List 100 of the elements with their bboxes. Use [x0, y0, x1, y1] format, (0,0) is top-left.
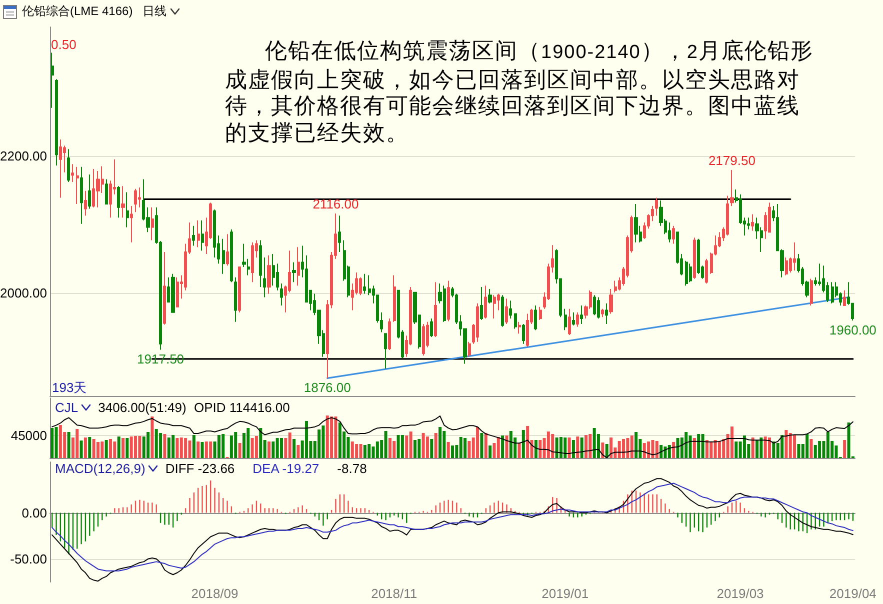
bar — [430, 439, 434, 458]
annotation: 193天 — [52, 379, 87, 397]
bar — [847, 422, 850, 458]
candlestick — [568, 308, 571, 336]
bar — [701, 434, 704, 458]
bar — [546, 432, 550, 458]
candlestick — [171, 273, 175, 313]
candlestick — [655, 197, 658, 216]
bar — [334, 416, 338, 458]
candlestick — [468, 341, 471, 358]
annotation: 2179.50 — [708, 153, 756, 168]
candlestick — [597, 296, 600, 319]
candlestick — [151, 206, 154, 241]
bar — [442, 431, 446, 458]
candlestick — [572, 312, 575, 326]
text: OPID 114416.00 — [194, 400, 290, 415]
bar — [246, 428, 250, 458]
bar — [814, 445, 817, 458]
bar — [660, 445, 663, 458]
bar — [217, 435, 220, 458]
bar — [843, 440, 846, 458]
bar — [618, 441, 621, 458]
candlestick — [522, 323, 525, 344]
bar — [318, 430, 321, 458]
bar — [58, 425, 62, 458]
bar — [405, 436, 408, 458]
candlestick — [55, 78, 58, 166]
y-tick-label: 45000 — [10, 428, 47, 443]
bar — [584, 435, 588, 458]
bar — [580, 438, 584, 458]
bar — [92, 439, 96, 458]
bar — [522, 430, 525, 458]
x-tick-label: 2018/11 — [371, 586, 418, 601]
candlestick — [105, 178, 108, 204]
bar — [601, 442, 604, 458]
bar — [200, 442, 204, 458]
bar — [296, 445, 300, 458]
y-tick-label: 2000.00 — [0, 286, 47, 301]
bar — [784, 430, 788, 458]
annotation: -8.78 — [337, 461, 367, 476]
candlestick — [130, 206, 133, 243]
bar — [764, 436, 767, 458]
bar — [80, 440, 83, 458]
bar — [400, 435, 404, 458]
bar — [418, 439, 421, 458]
bar — [104, 440, 108, 458]
bar — [464, 438, 467, 458]
bar — [488, 446, 492, 458]
candlestick — [705, 258, 708, 284]
bar — [592, 428, 596, 458]
candlestick — [564, 308, 567, 331]
candlestick — [59, 138, 62, 198]
bar — [668, 445, 671, 458]
candlestick — [518, 321, 521, 334]
annotation: 1876.00 — [304, 380, 351, 396]
candlestick — [292, 262, 296, 283]
x-tick-label: 2019/04 — [829, 586, 876, 601]
candlestick — [363, 273, 366, 294]
bar — [710, 442, 713, 458]
bar — [150, 416, 154, 458]
candlestick — [614, 280, 617, 293]
bar — [634, 432, 638, 458]
bar — [609, 438, 612, 458]
bar — [88, 437, 92, 458]
candlestick — [226, 234, 229, 266]
bar — [760, 438, 763, 458]
bar — [204, 442, 208, 458]
bar — [730, 426, 734, 458]
bar — [647, 442, 650, 458]
bar — [121, 438, 124, 458]
bar — [718, 442, 721, 458]
chart-title: 伦铅综合(LME 4166) — [22, 3, 133, 20]
bar — [368, 444, 371, 458]
candlestick — [505, 298, 508, 324]
text: DEA -19.27 — [252, 461, 320, 476]
bar — [772, 442, 776, 458]
bar — [288, 432, 292, 458]
candlestick — [71, 164, 74, 183]
annotation: 0.50 — [51, 37, 76, 52]
bar — [409, 432, 412, 458]
bar — [292, 439, 296, 458]
bar — [797, 444, 800, 458]
bar — [655, 441, 658, 458]
bar — [146, 432, 150, 458]
bar — [159, 433, 162, 458]
bar — [605, 444, 608, 458]
candlestick — [447, 280, 450, 322]
bar — [751, 438, 754, 458]
bar — [742, 436, 746, 458]
bar — [505, 436, 508, 458]
bar — [172, 435, 175, 458]
candlestick — [480, 286, 483, 320]
bar — [810, 439, 813, 458]
bar — [96, 442, 100, 458]
candlestick — [201, 220, 204, 252]
bar — [167, 438, 170, 458]
bar — [192, 435, 196, 458]
bar — [388, 438, 392, 458]
candlestick — [634, 203, 638, 243]
x-tick-label: 2019/01 — [542, 586, 589, 601]
